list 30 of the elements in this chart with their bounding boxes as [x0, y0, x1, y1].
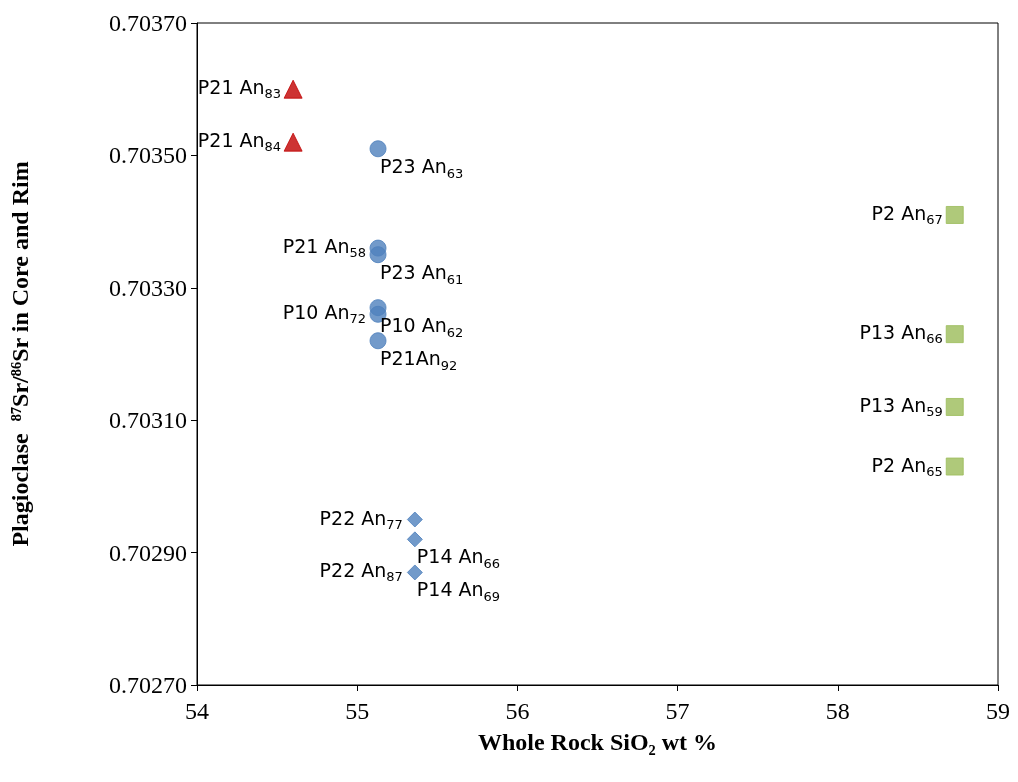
y-tick-label: 0.70290 [109, 539, 187, 566]
annotation: P13 An$_{66}$ [859, 320, 943, 347]
x-tick-label: 58 [825, 698, 850, 724]
annotation: P2 An$_{65}$ [871, 453, 943, 479]
x-tick-label: 54 [185, 698, 209, 724]
y-tick-label: 0.70350 [109, 142, 187, 169]
annotation: P21 An$_{84}$ [197, 128, 282, 155]
y-tick-label: 0.70310 [109, 407, 187, 434]
annotation: P22 An$_{77}$ [319, 506, 403, 532]
annotation: P10 An$_{72}$ [282, 300, 367, 327]
annotation: P21 An$_{83}$ [197, 75, 282, 102]
annotation: P23 An$_{63}$ [380, 154, 464, 181]
y-tick-label: 0.70270 [109, 672, 187, 698]
x-tick-label: 56 [505, 698, 530, 724]
annotation: P22 An$_{87}$ [319, 559, 403, 585]
y-axis-title: Plagioclase ⁸⁷Sr/⁸⁶Sr in Core and Rim [7, 161, 33, 547]
annotation: P14 An$_{66}$ [416, 545, 501, 572]
annotation: P14 An$_{69}$ [416, 578, 501, 605]
annotation: P21 An$_{58}$ [282, 234, 367, 261]
x-tick-label: 57 [665, 698, 690, 724]
y-tick-label: 0.70370 [109, 10, 187, 36]
y-tick-label: 0.70330 [109, 274, 187, 301]
annotation: P21An$_{92}$ [380, 346, 458, 373]
x-axis-title: Whole Rock SiO₂ wt % [477, 729, 718, 755]
annotation: P23 An$_{61}$ [380, 260, 464, 287]
annotation: P10 An$_{62}$ [380, 313, 464, 340]
x-tick-label: 55 [345, 698, 370, 724]
annotation: P2 An$_{67}$ [871, 201, 943, 228]
annotation: P13 An$_{59}$ [859, 393, 943, 420]
x-tick-label: 59 [986, 698, 1010, 724]
